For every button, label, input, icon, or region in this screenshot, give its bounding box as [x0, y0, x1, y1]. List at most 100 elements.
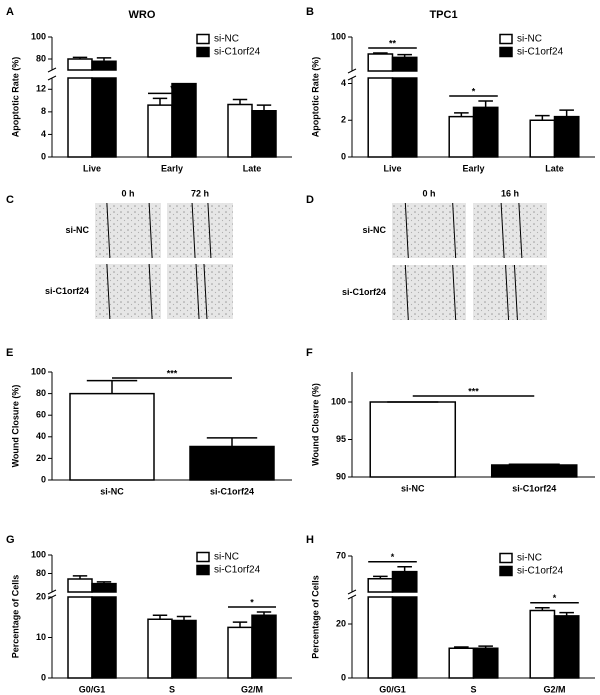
row-label: si-NC: [65, 225, 89, 235]
y-axis-label: Wound Closure (%): [10, 385, 20, 468]
error-bar: [176, 615, 192, 621]
scratch-edge: [513, 264, 518, 321]
axis-break: [47, 589, 57, 595]
row-label: si-C1orf24: [45, 286, 89, 296]
axis-break: [347, 589, 357, 595]
error-bar: [478, 645, 493, 649]
column-label: 0 h: [422, 188, 435, 198]
x-tick-label: si-NC: [401, 483, 425, 493]
legend-swatch: [499, 565, 513, 577]
y-tick-label: 100: [331, 396, 346, 406]
legend-label: si-C1orf24: [517, 47, 564, 58]
bar: [227, 626, 253, 679]
significance-label: ***: [167, 368, 178, 378]
error-bar: [96, 581, 112, 584]
y-tick-label: 0: [341, 672, 346, 682]
y-tick-label: 4: [41, 129, 46, 139]
x-tick-label: G2/M: [241, 684, 263, 694]
y-tick-label: 0: [341, 151, 346, 161]
error-bar: [454, 112, 469, 117]
significance-label: ***: [468, 386, 479, 396]
significance-label: *: [553, 593, 557, 603]
column-label: 0 h: [121, 188, 134, 198]
bar: [67, 58, 93, 158]
y-tick-label: 95: [336, 434, 346, 444]
bar: [472, 647, 499, 679]
panel-label: H: [306, 534, 314, 546]
bar: [391, 56, 418, 158]
x-tick-label: S: [470, 684, 476, 694]
x-tick-label: si-C1orf24: [210, 486, 254, 496]
y-tick-label: 0: [41, 151, 46, 161]
axis-break: [347, 68, 357, 74]
bar: [91, 582, 117, 679]
error-bar: [86, 379, 138, 394]
axis-break: [47, 67, 57, 73]
bar: [91, 60, 117, 158]
scratch-edge: [452, 264, 457, 321]
scratch-edge: [500, 202, 505, 259]
bar: [367, 53, 394, 158]
bar: [369, 401, 457, 478]
bar: [147, 618, 173, 679]
error-bar: [454, 646, 469, 649]
legend-label: si-NC: [214, 552, 239, 563]
legend-label: si-NC: [214, 34, 239, 45]
bar: [448, 647, 475, 679]
bar: [490, 464, 578, 478]
error-bar: [152, 614, 168, 620]
scratch-edge: [452, 202, 457, 259]
y-tick-label: 60: [36, 410, 46, 420]
legend-swatch: [499, 46, 513, 58]
bar: [171, 619, 197, 679]
panel-label: B: [306, 6, 314, 18]
panel-label: C: [6, 194, 14, 206]
error-bar: [373, 575, 388, 579]
scratch-edge: [207, 202, 212, 259]
bar: [448, 115, 475, 158]
x-tick-label: S: [169, 684, 175, 694]
bar: [391, 570, 418, 679]
error-bar: [72, 575, 88, 580]
significance-label: **: [389, 38, 397, 48]
legend-label: si-C1orf24: [517, 566, 564, 577]
y-axis-label: Apoptotic Rate (%): [10, 57, 20, 138]
legend-swatch: [196, 46, 210, 58]
chart-title: TPC1: [429, 9, 457, 21]
x-tick-label: G0/G1: [79, 684, 106, 694]
x-tick-label: G2/M: [543, 684, 565, 694]
micrograph: [167, 203, 233, 258]
y-tick-label: 0: [41, 474, 46, 484]
column-label: 16 h: [501, 188, 519, 198]
legend-label: si-NC: [517, 553, 542, 564]
legend-swatch: [499, 552, 513, 564]
bar: [367, 578, 394, 679]
legend-label: si-C1orf24: [214, 565, 261, 576]
bar: [251, 109, 277, 158]
y-axis-label: Wound Closure (%): [310, 383, 320, 466]
x-tick-label: Late: [243, 163, 262, 173]
bar: [147, 104, 173, 158]
bar: [529, 119, 556, 158]
x-tick-label: G0/G1: [379, 684, 406, 694]
y-tick-label: 8: [41, 106, 46, 116]
panel-label: D: [306, 194, 314, 206]
y-tick-label: 40: [36, 431, 46, 441]
y-tick-label: 12: [36, 84, 46, 94]
y-tick-label: 100: [31, 31, 46, 41]
bar: [553, 615, 580, 679]
error-bar: [478, 100, 493, 108]
scratch-edge: [404, 264, 409, 321]
axis-break: [47, 75, 57, 81]
y-tick-label: 80: [36, 568, 46, 578]
chart-title: WRO: [129, 9, 156, 21]
y-axis-label: Percentage of Cells: [10, 575, 20, 659]
scratch-edge: [518, 202, 523, 259]
significance-label: *: [250, 597, 254, 607]
row-label: si-C1orf24: [342, 287, 386, 297]
scratch-edge: [203, 263, 208, 320]
x-tick-label: Live: [83, 163, 101, 173]
scratch-edge: [106, 263, 111, 320]
legend-label: si-C1orf24: [214, 47, 261, 58]
